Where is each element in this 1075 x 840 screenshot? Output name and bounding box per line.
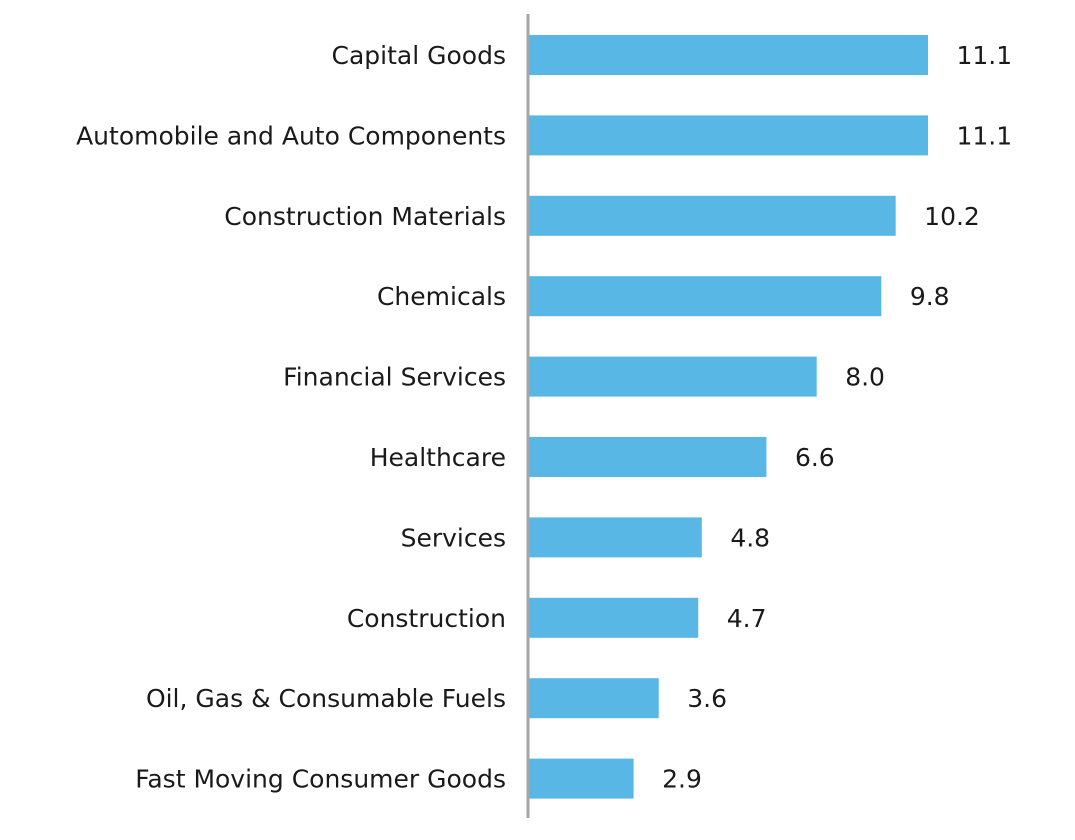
bar xyxy=(529,597,699,638)
bar xyxy=(529,356,817,397)
value-label: 11.1 xyxy=(956,41,1012,70)
value-label: 8.0 xyxy=(845,363,885,392)
value-label: 11.1 xyxy=(956,121,1012,150)
bar xyxy=(529,115,928,156)
category-label: Fast Moving Consumer Goods xyxy=(135,765,506,794)
category-label: Financial Services xyxy=(283,363,506,392)
value-label: 4.8 xyxy=(730,523,770,552)
category-label: Chemicals xyxy=(377,282,506,311)
value-label: 4.7 xyxy=(727,604,767,633)
value-label: 6.6 xyxy=(795,443,835,472)
bar xyxy=(529,437,767,477)
category-label: Construction Materials xyxy=(224,202,506,231)
category-label: Automobile and Auto Components xyxy=(76,121,506,150)
category-label: Services xyxy=(401,523,506,552)
bar xyxy=(529,195,896,236)
bar xyxy=(529,35,928,75)
category-label: Construction xyxy=(347,604,506,633)
bar xyxy=(529,517,702,558)
bar xyxy=(529,276,882,317)
value-label: 3.6 xyxy=(687,684,727,713)
value-label: 10.2 xyxy=(924,202,980,231)
bar xyxy=(529,678,659,719)
value-label: 9.8 xyxy=(910,282,950,311)
category-label: Capital Goods xyxy=(332,41,506,70)
value-label: 2.9 xyxy=(662,765,702,794)
category-label: Healthcare xyxy=(370,443,506,472)
bar xyxy=(529,758,634,799)
category-label: Oil, Gas & Consumable Fuels xyxy=(146,684,506,713)
